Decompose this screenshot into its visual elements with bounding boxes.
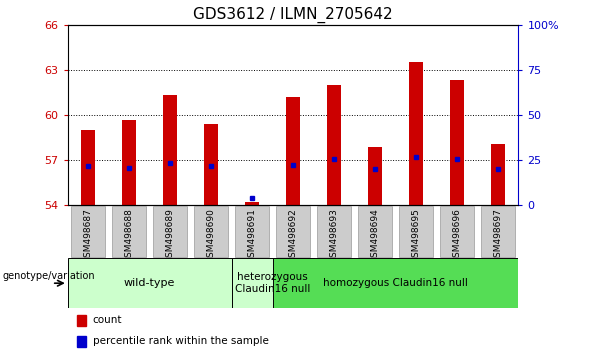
Bar [317, 206, 351, 257]
Bar [409, 62, 423, 205]
Bar [450, 80, 464, 205]
Bar [286, 97, 300, 205]
Text: count: count [92, 315, 122, 325]
Bar [194, 206, 228, 257]
Bar [77, 336, 86, 347]
Bar [481, 206, 515, 257]
Text: GSM498696: GSM498696 [452, 208, 461, 263]
Bar [399, 206, 433, 257]
Text: homozygous Claudin16 null: homozygous Claudin16 null [323, 278, 468, 288]
Text: GSM498697: GSM498697 [494, 208, 502, 263]
Bar [71, 206, 105, 257]
Bar [440, 206, 474, 257]
Text: GSM498692: GSM498692 [289, 208, 297, 263]
Text: percentile rank within the sample: percentile rank within the sample [92, 336, 269, 346]
Bar [122, 120, 136, 205]
Bar [368, 147, 382, 205]
Bar [245, 202, 259, 205]
Text: genotype/variation: genotype/variation [3, 271, 95, 281]
Text: GSM498691: GSM498691 [247, 208, 257, 263]
Bar [81, 130, 95, 205]
Text: GSM498688: GSM498688 [125, 208, 134, 263]
Bar [68, 258, 231, 308]
Bar [358, 206, 392, 257]
Bar [235, 206, 269, 257]
Text: GSM498695: GSM498695 [411, 208, 421, 263]
Bar [112, 206, 146, 257]
Bar [77, 315, 86, 326]
Text: GSM498694: GSM498694 [370, 208, 379, 263]
Text: wild-type: wild-type [124, 278, 176, 288]
Text: GSM498693: GSM498693 [329, 208, 339, 263]
Text: GSM498687: GSM498687 [84, 208, 92, 263]
Bar [204, 124, 219, 205]
Bar [153, 206, 187, 257]
Text: GSM498689: GSM498689 [166, 208, 175, 263]
Title: GDS3612 / ILMN_2705642: GDS3612 / ILMN_2705642 [193, 7, 393, 23]
Bar [163, 96, 177, 205]
Bar [273, 258, 518, 308]
Bar [276, 206, 310, 257]
Bar [231, 258, 313, 308]
Text: GSM498690: GSM498690 [207, 208, 216, 263]
Bar [327, 85, 341, 205]
Text: heterozygous
Claudin16 null: heterozygous Claudin16 null [235, 272, 310, 294]
Bar [491, 144, 505, 205]
